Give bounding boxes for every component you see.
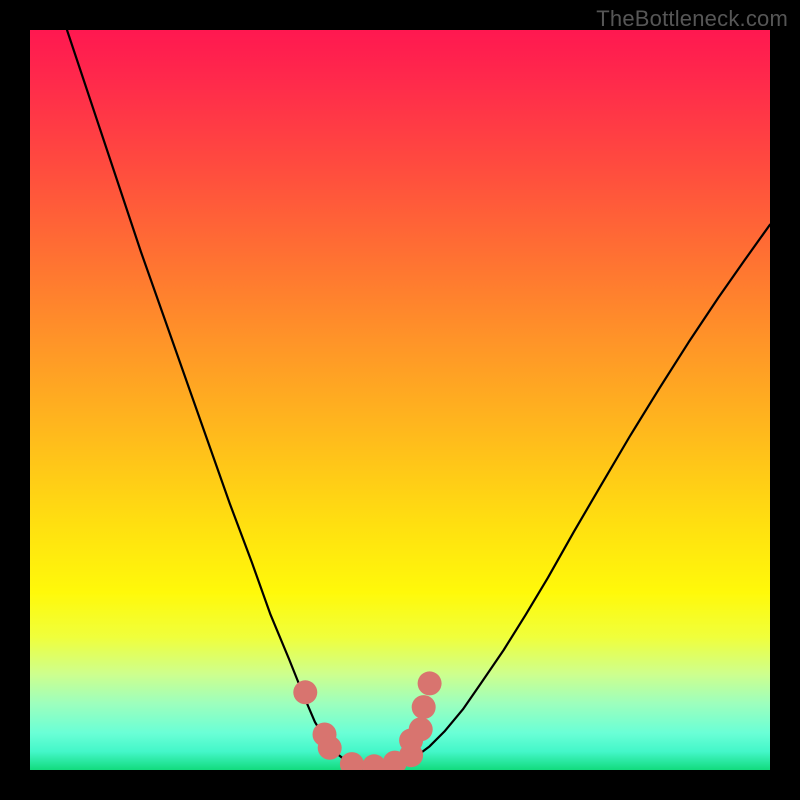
- chart-gradient-background: [30, 30, 770, 770]
- watermark-text: TheBottleneck.com: [596, 6, 788, 32]
- chart-plot-area: [30, 30, 770, 770]
